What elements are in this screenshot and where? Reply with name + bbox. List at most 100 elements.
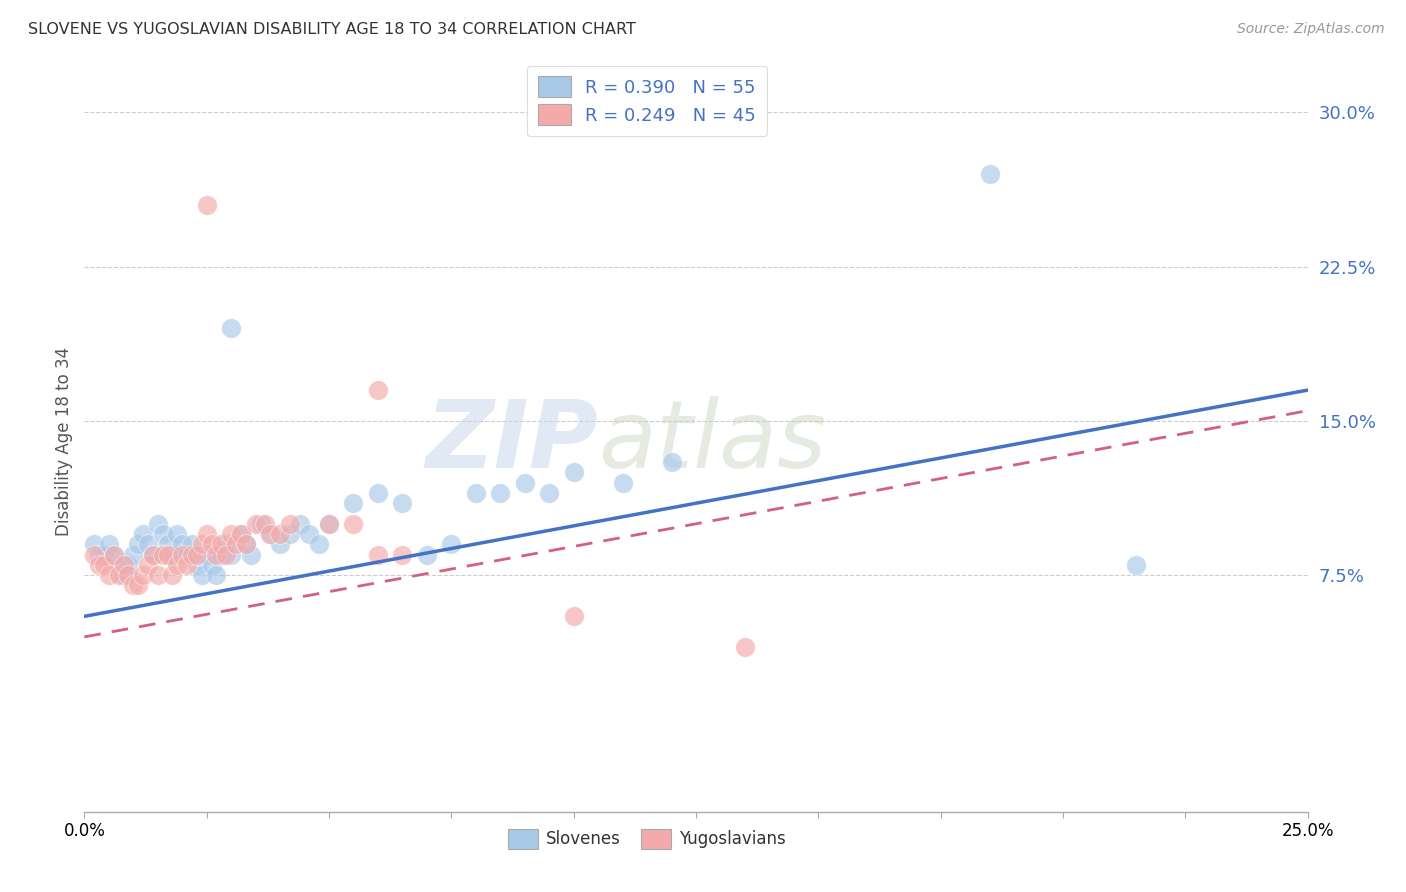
Point bbox=[278, 527, 301, 541]
Point bbox=[146, 568, 169, 582]
Text: atlas: atlas bbox=[598, 396, 827, 487]
Point bbox=[195, 198, 218, 212]
Point bbox=[136, 558, 159, 572]
Point bbox=[278, 516, 301, 531]
Point bbox=[562, 609, 585, 624]
Point bbox=[172, 537, 194, 551]
Text: Source: ZipAtlas.com: Source: ZipAtlas.com bbox=[1237, 22, 1385, 37]
Point bbox=[93, 558, 115, 572]
Point bbox=[152, 527, 174, 541]
Point bbox=[308, 537, 330, 551]
Point bbox=[245, 516, 267, 531]
Point bbox=[142, 548, 165, 562]
Point bbox=[112, 568, 135, 582]
Point bbox=[117, 558, 139, 572]
Point bbox=[249, 516, 271, 531]
Point bbox=[103, 548, 125, 562]
Point bbox=[146, 516, 169, 531]
Point bbox=[391, 496, 413, 510]
Point bbox=[181, 537, 204, 551]
Point bbox=[191, 568, 214, 582]
Point bbox=[391, 548, 413, 562]
Point bbox=[318, 516, 340, 531]
Point bbox=[489, 486, 512, 500]
Point bbox=[172, 548, 194, 562]
Point bbox=[142, 548, 165, 562]
Point bbox=[318, 516, 340, 531]
Point bbox=[195, 527, 218, 541]
Point bbox=[200, 558, 222, 572]
Point bbox=[259, 527, 281, 541]
Point bbox=[209, 537, 232, 551]
Point bbox=[1125, 558, 1147, 572]
Point bbox=[122, 578, 145, 592]
Point bbox=[734, 640, 756, 655]
Point bbox=[83, 537, 105, 551]
Point bbox=[136, 537, 159, 551]
Point bbox=[181, 548, 204, 562]
Point bbox=[254, 516, 277, 531]
Point bbox=[513, 475, 536, 490]
Point bbox=[538, 486, 561, 500]
Point bbox=[612, 475, 634, 490]
Y-axis label: Disability Age 18 to 34: Disability Age 18 to 34 bbox=[55, 347, 73, 536]
Point bbox=[200, 537, 222, 551]
Text: SLOVENE VS YUGOSLAVIAN DISABILITY AGE 18 TO 34 CORRELATION CHART: SLOVENE VS YUGOSLAVIAN DISABILITY AGE 18… bbox=[28, 22, 636, 37]
Point bbox=[117, 568, 139, 582]
Point bbox=[156, 548, 179, 562]
Point bbox=[152, 548, 174, 562]
Point bbox=[215, 537, 238, 551]
Point bbox=[342, 496, 364, 510]
Point bbox=[269, 527, 291, 541]
Point bbox=[440, 537, 463, 551]
Point bbox=[97, 537, 120, 551]
Point bbox=[225, 537, 247, 551]
Point bbox=[195, 548, 218, 562]
Point bbox=[464, 486, 486, 500]
Point bbox=[186, 558, 208, 572]
Point bbox=[132, 527, 155, 541]
Point bbox=[367, 486, 389, 500]
Point bbox=[166, 558, 188, 572]
Point bbox=[107, 568, 129, 582]
Point bbox=[219, 548, 242, 562]
Point bbox=[103, 548, 125, 562]
Point bbox=[166, 527, 188, 541]
Point bbox=[235, 537, 257, 551]
Point bbox=[259, 527, 281, 541]
Text: ZIP: ZIP bbox=[425, 395, 598, 488]
Point bbox=[416, 548, 439, 562]
Point bbox=[87, 558, 110, 572]
Point bbox=[156, 537, 179, 551]
Point bbox=[209, 548, 232, 562]
Point bbox=[215, 548, 238, 562]
Point bbox=[97, 568, 120, 582]
Point bbox=[191, 537, 214, 551]
Point bbox=[87, 548, 110, 562]
Point bbox=[219, 527, 242, 541]
Point bbox=[661, 455, 683, 469]
Point bbox=[132, 568, 155, 582]
Point bbox=[367, 383, 389, 397]
Point bbox=[239, 548, 262, 562]
Point bbox=[367, 548, 389, 562]
Point bbox=[186, 548, 208, 562]
Point bbox=[122, 548, 145, 562]
Point bbox=[162, 568, 184, 582]
Point bbox=[562, 466, 585, 480]
Point bbox=[219, 321, 242, 335]
Point bbox=[229, 527, 252, 541]
Point bbox=[127, 578, 149, 592]
Point bbox=[269, 537, 291, 551]
Point bbox=[229, 527, 252, 541]
Point bbox=[83, 548, 105, 562]
Point bbox=[205, 548, 228, 562]
Point bbox=[112, 558, 135, 572]
Point bbox=[288, 516, 311, 531]
Point bbox=[979, 167, 1001, 181]
Point bbox=[127, 537, 149, 551]
Point bbox=[205, 568, 228, 582]
Point bbox=[235, 537, 257, 551]
Point bbox=[298, 527, 321, 541]
Point bbox=[93, 548, 115, 562]
